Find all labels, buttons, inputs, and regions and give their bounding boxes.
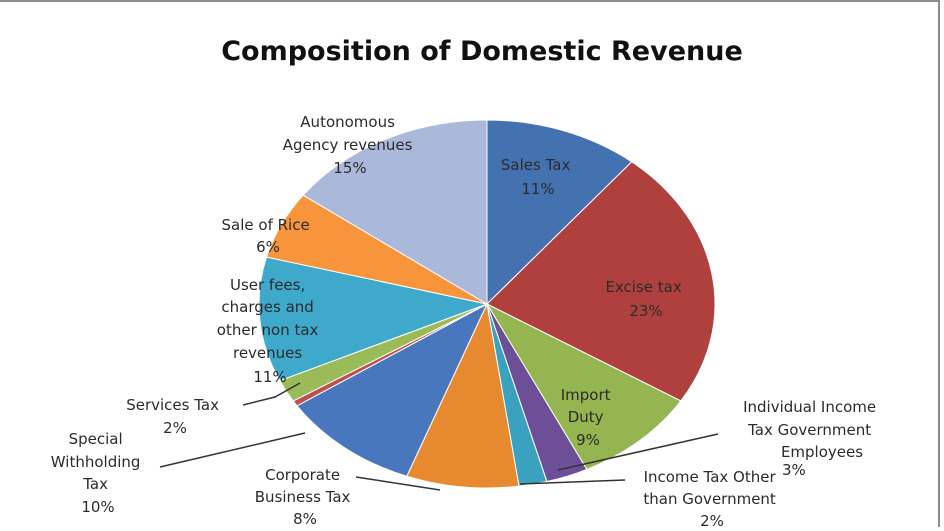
corporate-tax-label: Corporate Business Tax 8% — [255, 466, 355, 528]
pie-slices — [258, 119, 716, 489]
individual-income-tax-label: Individual Income Tax Government Employe… — [743, 398, 881, 461]
other-income-tax-label: Income Tax Other than Government 2% — [643, 468, 780, 530]
corporate-tax-leader — [355, 476, 441, 491]
pie-slice-special-withholding-tax — [296, 302, 489, 477]
chart-title: Composition of Domestic Revenue — [221, 36, 743, 67]
special-withholding-leader — [159, 432, 306, 468]
special-withholding-tax-label: Special Withholding Tax 10% — [51, 430, 145, 516]
excise-tax-label: Excise tax 23% — [605, 278, 686, 320]
other-income-leader — [519, 479, 626, 485]
individual-income-leader — [557, 433, 719, 471]
user-fees-label: User fees, charges and other non tax rev… — [217, 276, 323, 386]
pie-slice-excise-tax — [486, 161, 716, 402]
autonomous-agency-label: Autonomous Agency revenues 15% — [283, 113, 417, 177]
import-duty-label: Import Duty 9% — [561, 386, 616, 449]
pie-slice-user-fees-charges-and-other-non-tax-revenues — [258, 256, 489, 382]
sales-tax-label: Sales Tax 11% — [501, 156, 575, 198]
pie-slice-sales-tax — [486, 119, 633, 306]
individual-income-tax-pct: 3% — [782, 461, 806, 479]
services-tax-leader — [242, 382, 301, 406]
sale-of-rice-label: Sale of Rice 6% — [222, 216, 315, 256]
services-tax-label: Services Tax 2% — [126, 396, 224, 437]
pie-slice-corporate-business-tax — [406, 302, 520, 489]
pie-slice-autonomous-agency-revenues — [302, 119, 488, 305]
pie-slice-import-duty — [485, 302, 682, 471]
